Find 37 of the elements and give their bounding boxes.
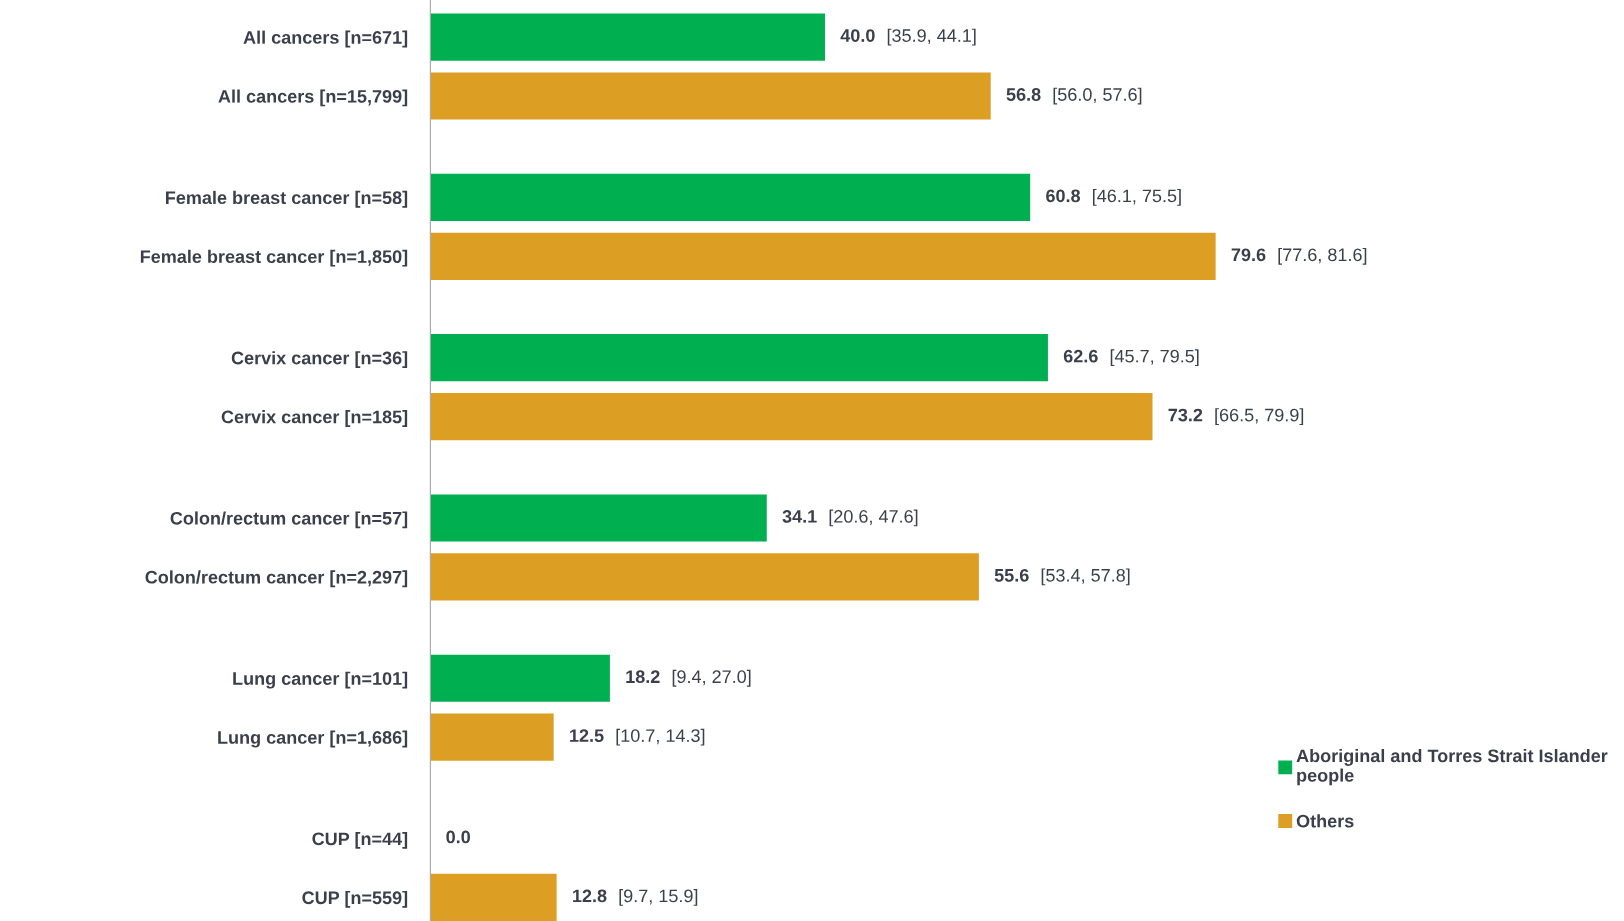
y-tick-label: All cancers [n=15,799] <box>218 89 408 107</box>
data-label: 56.8 [56.0, 57.6] <box>1006 87 1142 105</box>
bar <box>430 232 1216 280</box>
bar <box>430 654 610 702</box>
data-label: 60.8 [46.1, 75.5] <box>1046 188 1181 206</box>
y-tick-label: Lung cancer [n=1,686] <box>218 730 408 748</box>
data-label: 34.1 [20.6, 47.6] <box>782 509 918 527</box>
y-tick-label: Lung cancer [n=101] <box>233 671 408 689</box>
bar <box>430 334 1048 382</box>
data-label: 0.0 <box>446 830 470 844</box>
bar <box>430 873 557 921</box>
data-label: 55.6 [53.4, 57.8] <box>994 568 1130 586</box>
data-label: 62.6 [45.7, 79.5] <box>1063 349 1199 367</box>
legend-label: Others <box>1296 814 1354 828</box>
y-tick-label: Cervix cancer [n=36] <box>231 351 408 368</box>
bar <box>430 72 991 120</box>
y-tick-label: Cervix cancer [n=185] <box>221 410 408 427</box>
data-label: 40.0 [35.9, 44.1] <box>840 28 976 46</box>
y-tick-label: CUP [n=44] <box>312 831 408 849</box>
y-tick-label: CUP [n=559] <box>302 890 408 908</box>
legend-label: Aboriginal and Torres Strait Islander people <box>1296 748 1608 786</box>
y-tick-label: Colon/rectum cancer [n=57] <box>170 511 408 529</box>
bar <box>430 494 767 542</box>
data-label: 12.5 [10.7, 14.3] <box>570 728 705 746</box>
bar <box>430 173 1031 221</box>
bar <box>430 13 825 61</box>
data-label: 12.8 [9.7, 15.9] <box>573 889 698 906</box>
y-tick-label: All cancers [n=671] <box>243 30 408 48</box>
data-label: 73.2 [66.5, 79.9] <box>1168 408 1304 426</box>
y-tick-label: Female breast cancer [n=1,850] <box>140 249 408 267</box>
bar <box>430 713 554 761</box>
data-label: 18.2 [9.4, 27.0] <box>626 669 751 687</box>
bar <box>430 393 1153 441</box>
bar <box>430 553 979 601</box>
y-tick-label: Colon/rectum cancer [n=2,297] <box>145 570 408 588</box>
y-tick-label: Female breast cancer [n=58] <box>165 190 408 208</box>
data-label: 79.6 [77.6, 81.6] <box>1231 247 1367 265</box>
